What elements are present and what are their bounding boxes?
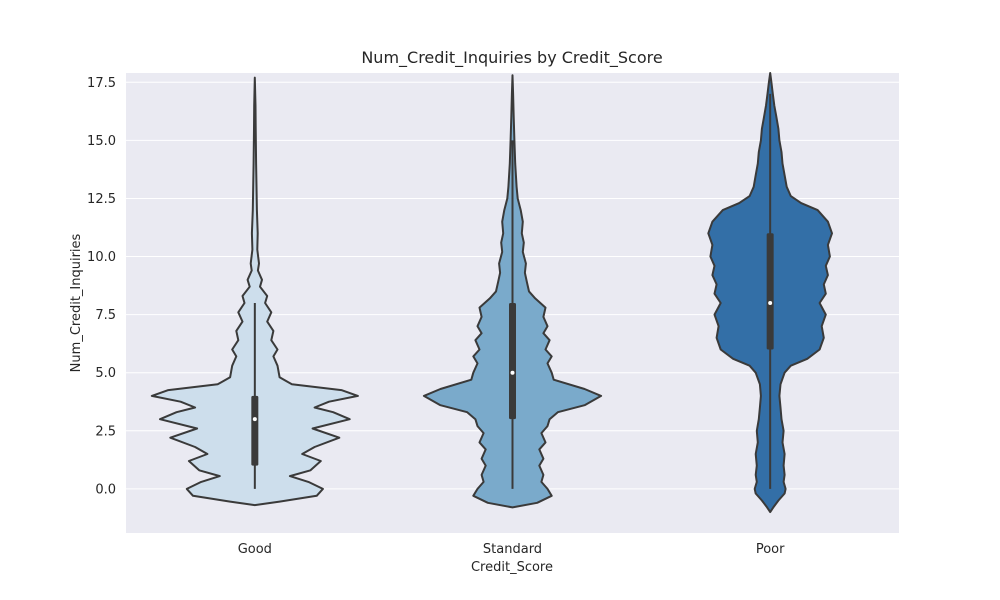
x-tick-label: Poor [756,542,785,557]
x-tick-label: Good [238,542,272,557]
violin-median [768,301,773,305]
y-tick-label: 17.5 [87,76,116,91]
violin-iqr-box [509,303,516,420]
chart-title: Num_Credit_Inquiries by Credit_Score [361,48,662,68]
y-tick-label: 10.0 [87,250,116,265]
violin-body [150,76,359,507]
y-tick-label: 12.5 [87,192,116,207]
y-axis-ticks: 0.0 2.5 5.0 7.5 10.0 12.5 15.0 17.5 [87,76,116,498]
violins [150,72,833,514]
y-tick-label: 0.0 [95,482,116,497]
violin-iqr-box [766,233,774,350]
violin-iqr-box [251,395,259,466]
violin-good [150,76,359,507]
violin-median [252,417,257,422]
violin-standard [422,74,603,509]
y-axis-label: Num_Credit_Inquiries [69,233,84,372]
y-tick-label: 2.5 [95,424,116,439]
x-tick-label: Standard [483,542,542,557]
y-tick-label: 7.5 [95,308,116,323]
violin-median [510,370,515,375]
y-tick-label: 5.0 [95,366,116,381]
y-tick-label: 15.0 [87,134,116,149]
x-axis-ticks: Good Standard Poor [238,542,785,557]
violin-poor [707,72,833,514]
x-axis-label: Credit_Score [471,560,553,575]
